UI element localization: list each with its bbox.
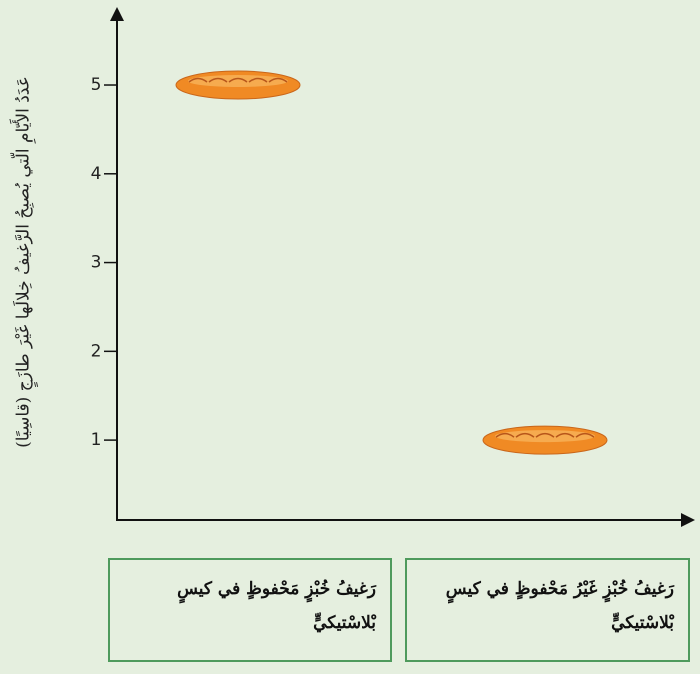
loaf-highlight [495,430,595,443]
loaf-score [555,432,575,438]
loaf-score [228,77,248,83]
category-label: رَغيفُ خُبْزٍ غَيْرُ مَحْفوظٍ في كيسٍ بْ… [405,558,690,662]
category-label: رَغيفُ خُبْزٍ مَحْفوظٍ في كيسٍ بْلاسْتيك… [108,558,392,662]
loaf-score [515,432,535,438]
bread-loaf [175,70,301,100]
y-tick-label: 5 [91,75,102,95]
loaf-score [495,432,515,438]
loaf-highlight [188,75,288,88]
y-axis-label: عَدَدُ الأَيّامِ الّتي يُصبِحُ الرَّغيفُ… [9,76,39,448]
y-tick-label: 1 [91,430,102,450]
loaf-score [575,432,595,438]
bread-loaf [482,425,608,455]
loaf-score [188,77,208,83]
y-tick-label: 4 [91,164,102,184]
loaf-score [248,77,268,83]
y-tick-label: 3 [91,253,102,273]
y-tick-label: 2 [91,341,102,361]
loaf-score [268,77,288,83]
loaf-score [208,77,228,83]
loaf-score [535,432,555,438]
